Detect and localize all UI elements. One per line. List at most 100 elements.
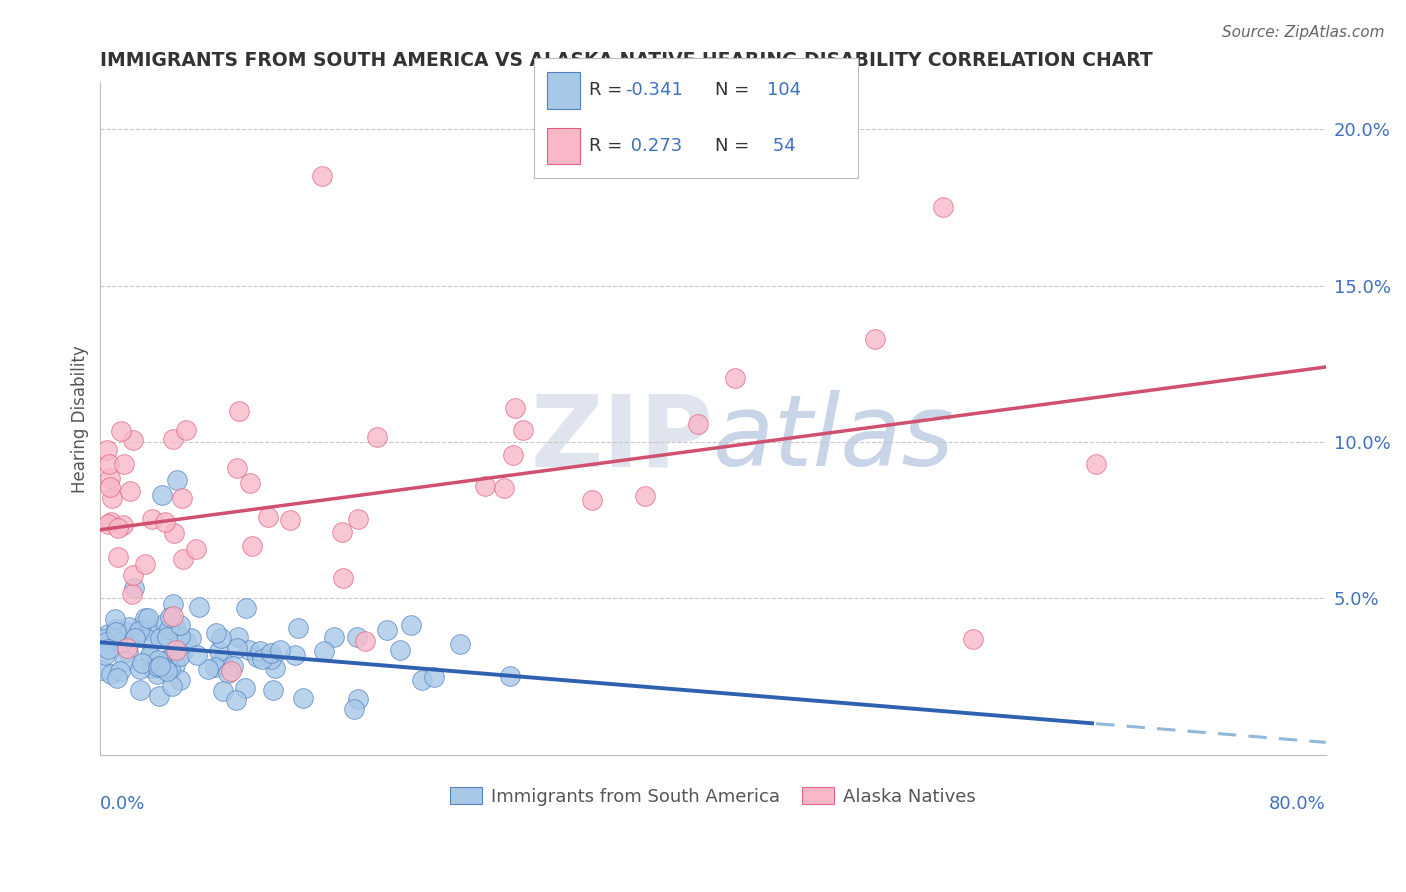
- Point: [180, 631, 202, 645]
- Point: [284, 648, 307, 662]
- Point: [165, 643, 187, 657]
- Point: [122, 582, 145, 596]
- Point: [343, 702, 366, 716]
- Point: [246, 650, 269, 665]
- Point: [97, 642, 120, 657]
- Point: [118, 620, 141, 634]
- Point: [217, 666, 239, 681]
- Point: [287, 621, 309, 635]
- Point: [1084, 457, 1107, 471]
- Point: [238, 643, 260, 657]
- Point: [225, 692, 247, 706]
- Point: [104, 623, 127, 637]
- Point: [100, 667, 122, 681]
- Point: [228, 403, 250, 417]
- Point: [146, 660, 169, 674]
- Point: [863, 332, 886, 346]
- Text: 0.0%: 0.0%: [100, 796, 146, 814]
- Point: [225, 460, 247, 475]
- Point: [512, 423, 534, 437]
- Point: [115, 640, 138, 655]
- Point: [111, 635, 134, 649]
- Point: [278, 513, 301, 527]
- Point: [204, 626, 226, 640]
- Point: [330, 525, 353, 540]
- Point: [174, 634, 197, 648]
- Point: [163, 619, 186, 633]
- Point: [91, 632, 114, 646]
- Point: [240, 539, 263, 553]
- Point: [98, 471, 121, 485]
- Point: [162, 598, 184, 612]
- Point: [260, 651, 283, 665]
- Text: N =: N =: [716, 81, 749, 100]
- Point: [108, 664, 131, 678]
- Point: [97, 637, 120, 651]
- Point: [156, 631, 179, 645]
- Point: [141, 511, 163, 525]
- Point: [219, 664, 242, 678]
- Point: [105, 624, 128, 639]
- Point: [139, 648, 162, 663]
- Point: [166, 473, 188, 487]
- Point: [269, 643, 291, 657]
- Point: [107, 521, 129, 535]
- Point: [124, 631, 146, 645]
- Point: [257, 509, 280, 524]
- Point: [249, 643, 271, 657]
- Point: [211, 654, 233, 668]
- Text: N =: N =: [716, 136, 749, 155]
- Bar: [547, 128, 579, 164]
- Point: [97, 626, 120, 640]
- Point: [260, 646, 283, 660]
- Point: [134, 611, 156, 625]
- Point: [155, 516, 177, 530]
- Point: [264, 661, 287, 675]
- Point: [169, 648, 191, 663]
- Point: [121, 568, 143, 582]
- Point: [138, 624, 160, 638]
- Point: [186, 648, 208, 662]
- Point: [239, 475, 262, 490]
- Point: [449, 637, 471, 651]
- Point: [366, 430, 388, 444]
- Point: [503, 401, 526, 415]
- Point: [389, 643, 412, 657]
- Point: [146, 653, 169, 667]
- Point: [932, 201, 955, 215]
- Point: [128, 624, 150, 638]
- Point: [323, 631, 346, 645]
- Point: [104, 612, 127, 626]
- Point: [291, 690, 314, 705]
- Text: IMMIGRANTS FROM SOUTH AMERICA VS ALASKA NATIVE HEARING DISABILITY CORRELATION CH: IMMIGRANTS FROM SOUTH AMERICA VS ALASKA …: [100, 51, 1153, 70]
- Point: [111, 518, 134, 533]
- Point: [155, 654, 177, 668]
- Text: 0.273: 0.273: [624, 136, 682, 155]
- Point: [204, 660, 226, 674]
- Point: [375, 623, 398, 637]
- Text: 104: 104: [768, 81, 801, 100]
- Point: [97, 517, 120, 532]
- Point: [157, 622, 180, 636]
- Point: [235, 600, 257, 615]
- Point: [155, 664, 177, 678]
- Point: [129, 619, 152, 633]
- Point: [131, 656, 153, 670]
- Point: [149, 631, 172, 645]
- Text: atlas: atlas: [713, 391, 955, 487]
- Point: [184, 542, 207, 557]
- Text: ZIP: ZIP: [530, 391, 713, 487]
- Point: [156, 651, 179, 665]
- Point: [581, 493, 603, 508]
- Point: [346, 630, 368, 644]
- Point: [134, 558, 156, 572]
- Point: [688, 417, 710, 432]
- Point: [423, 669, 446, 683]
- Point: [163, 658, 186, 673]
- Text: 80.0%: 80.0%: [1270, 796, 1326, 814]
- Point: [187, 600, 209, 615]
- Point: [197, 662, 219, 676]
- Bar: [547, 72, 579, 109]
- Point: [347, 692, 370, 706]
- Point: [129, 683, 152, 698]
